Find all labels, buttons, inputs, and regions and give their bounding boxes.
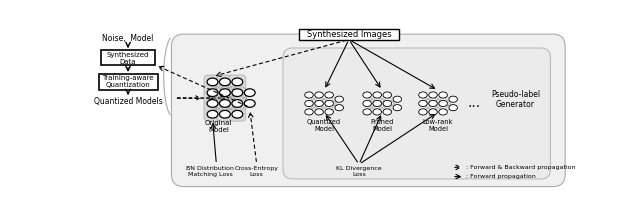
Bar [101,50,155,65]
Ellipse shape [439,92,447,98]
Ellipse shape [305,100,313,107]
Ellipse shape [419,92,428,98]
Ellipse shape [232,89,243,97]
Ellipse shape [439,100,447,107]
Ellipse shape [419,109,428,115]
Ellipse shape [232,110,243,118]
Ellipse shape [439,109,447,115]
Ellipse shape [305,109,313,115]
Ellipse shape [207,100,218,107]
Ellipse shape [220,89,230,97]
Ellipse shape [373,92,381,98]
Text: Synthesized Images: Synthesized Images [307,30,391,39]
Ellipse shape [220,78,230,86]
Text: Pseudo-label
Generator: Pseudo-label Generator [491,90,540,109]
Ellipse shape [429,109,437,115]
Ellipse shape [325,109,333,115]
Text: BN Distribution
Matching Loss: BN Distribution Matching Loss [186,166,234,177]
Text: : Forward & Backward propagation: : Forward & Backward propagation [466,165,575,170]
Ellipse shape [244,89,255,97]
Ellipse shape [232,78,243,86]
Text: Quantized
Model: Quantized Model [307,119,341,132]
Ellipse shape [207,78,218,86]
FancyBboxPatch shape [229,75,246,121]
FancyBboxPatch shape [172,34,565,187]
Ellipse shape [363,100,371,107]
Bar [298,29,399,40]
Ellipse shape [383,92,392,98]
Text: : Forward propagation: : Forward propagation [466,174,536,179]
Bar [99,74,157,90]
Ellipse shape [315,100,323,107]
Ellipse shape [449,105,458,111]
Text: ...: ... [467,97,480,110]
Text: Quantized Models: Quantized Models [93,97,163,106]
Ellipse shape [232,100,243,107]
Ellipse shape [315,92,323,98]
Ellipse shape [325,92,333,98]
Ellipse shape [363,109,371,115]
Ellipse shape [449,96,458,102]
Text: Noise,  Model: Noise, Model [102,34,154,43]
Text: Pruned
Model: Pruned Model [371,119,394,132]
Text: Synthesized
Data: Synthesized Data [107,52,149,64]
FancyBboxPatch shape [216,75,234,121]
Text: Cross-Entropy
Loss: Cross-Entropy Loss [235,166,278,177]
Ellipse shape [207,110,218,118]
Text: KL Divergence
Loss: KL Divergence Loss [336,166,382,177]
Ellipse shape [383,109,392,115]
Ellipse shape [220,100,230,107]
Ellipse shape [315,109,323,115]
Ellipse shape [244,100,255,107]
Ellipse shape [429,100,437,107]
Ellipse shape [207,89,218,97]
Text: Low-rank
Model: Low-rank Model [423,119,453,132]
Ellipse shape [305,92,313,98]
Ellipse shape [335,96,344,102]
FancyBboxPatch shape [283,48,550,179]
Ellipse shape [325,100,333,107]
Ellipse shape [419,100,428,107]
Text: Original
Model: Original Model [205,120,232,133]
Ellipse shape [363,92,371,98]
Text: Training-aware
Quantization: Training-aware Quantization [102,75,154,88]
Ellipse shape [220,110,230,118]
Ellipse shape [373,100,381,107]
Ellipse shape [373,109,381,115]
Ellipse shape [429,92,437,98]
FancyBboxPatch shape [204,75,221,121]
Ellipse shape [335,105,344,111]
Ellipse shape [393,105,402,111]
Ellipse shape [383,100,392,107]
Ellipse shape [393,96,402,102]
